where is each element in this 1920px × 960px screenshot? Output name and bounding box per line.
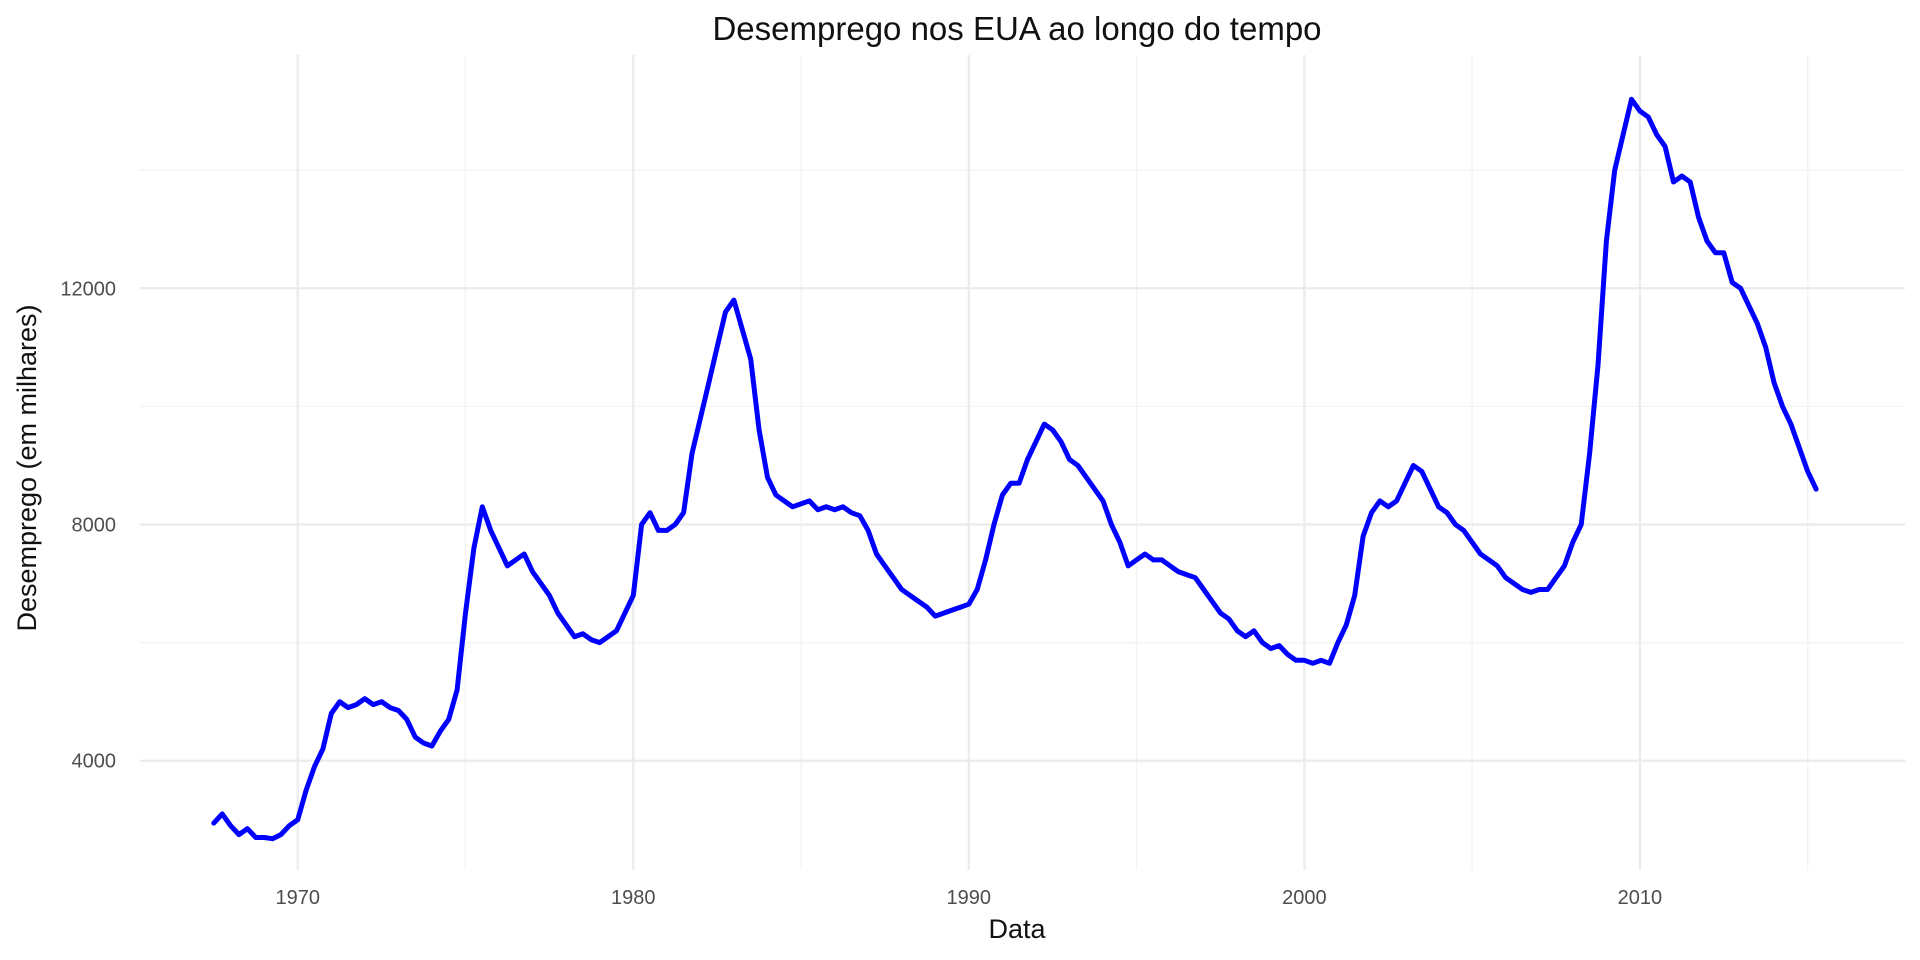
major-gridlines-x [296,55,1642,870]
y-tick-label: 8000 [72,515,117,537]
x-tick-label: 1990 [947,887,992,909]
series-line [211,96,1819,842]
minor-gridlines-y [140,169,1905,644]
y-axis-title: Desemprego (em milhares) [12,304,42,631]
x-axis-title: Data [988,914,1046,944]
major-gridlines-y [140,287,1905,762]
x-tick-labels: 1970 1980 1990 2000 2010 [275,887,1662,909]
y-tick-label: 4000 [72,751,117,773]
x-tick-label: 1970 [275,887,320,909]
series-layer [211,96,1819,842]
minor-gridlines-x [464,55,1809,870]
y-tick-label: 12000 [60,278,116,300]
chart-title: Desemprego nos EUA ao longo do tempo [712,10,1321,47]
x-tick-label: 1980 [611,887,656,909]
x-tick-label: 2010 [1618,887,1663,909]
x-tick-label: 2000 [1282,887,1327,909]
y-tick-labels: 4000 8000 12000 [60,278,116,772]
